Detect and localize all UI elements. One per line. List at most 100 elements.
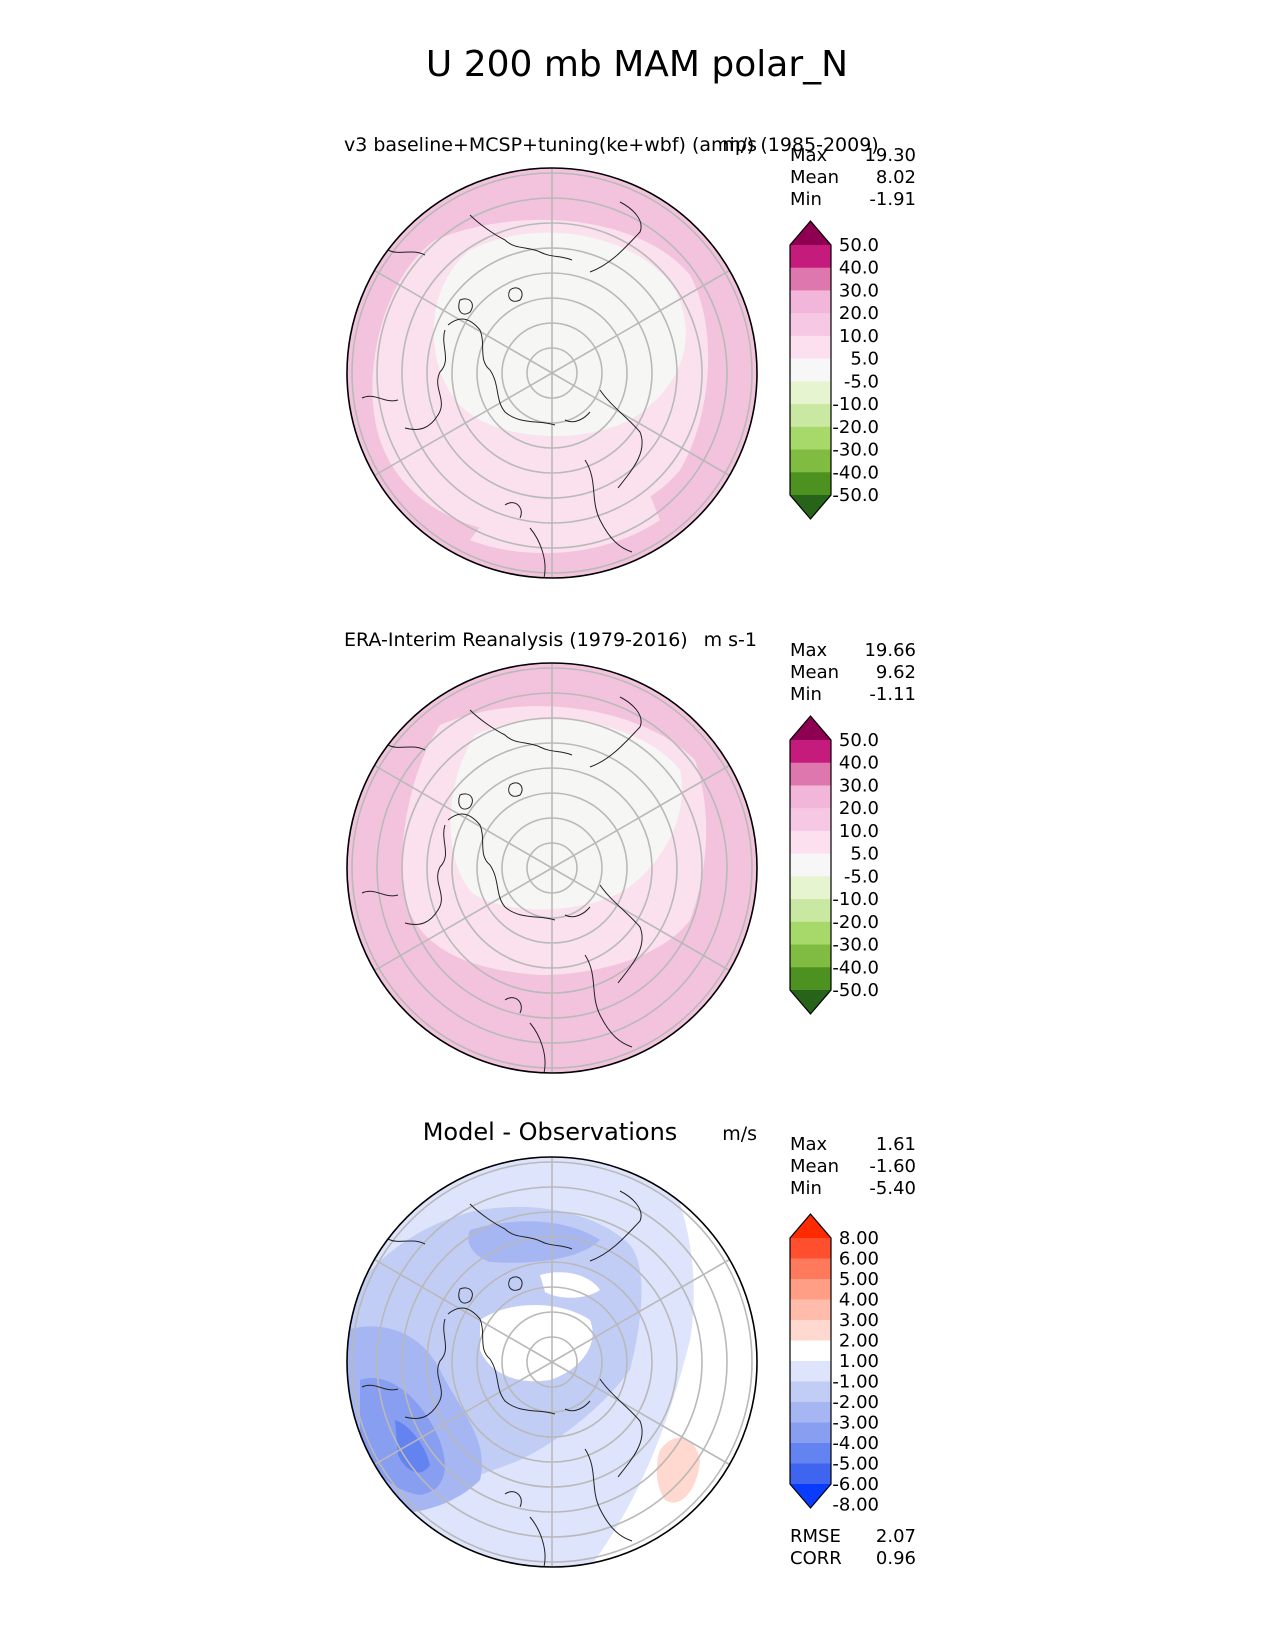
- panel-units: m/s: [722, 1123, 757, 1145]
- stat-value: 1.61: [876, 1134, 916, 1155]
- colorbar-tick-label: -6.00: [832, 1474, 879, 1495]
- contour-5-10: [470, 470, 660, 554]
- panel-title: ERA-Interim Reanalysis (1979-2016): [344, 629, 688, 651]
- figure-title: U 200 mb MAM polar_N: [426, 44, 848, 85]
- stat-value: 9.62: [876, 662, 916, 683]
- stat-value: -5.40: [869, 1178, 916, 1199]
- colorbar: 50.040.030.020.010.05.0-5.0-10.0-20.0-30…: [789, 715, 879, 1015]
- colorbar-tick-label: -40.0: [832, 957, 879, 978]
- panel-title: v3 baseline+MCSP+tuning(ke+wbf) (amip) (…: [344, 134, 879, 156]
- colorbar-segment: [790, 267, 831, 291]
- colorbar-tick-label: -5.0: [844, 866, 879, 887]
- colorbar-outline: [789, 1213, 832, 1509]
- stat-label: Max: [790, 145, 828, 166]
- colorbar-segment: [790, 381, 831, 405]
- colorbar-tick-label: -20.0: [832, 417, 879, 438]
- colorbar-tick-label: 10.0: [839, 326, 879, 347]
- colorbar-tick-label: 10.0: [839, 821, 879, 842]
- map-border: [346, 167, 758, 579]
- coastlines: [361, 1190, 643, 1567]
- colorbar-tick-label: -50.0: [832, 980, 879, 1001]
- colorbar-segment: [790, 1463, 831, 1485]
- colorbar-tick-label: 20.0: [839, 798, 879, 819]
- contour-neg1-1: [540, 1272, 600, 1298]
- stat-value: 8.02: [876, 167, 916, 188]
- colorbar-tick-label: 6.00: [839, 1249, 879, 1270]
- map-border: [346, 662, 758, 1074]
- contour-neg5-5: [450, 719, 682, 910]
- colorbar-segment: [790, 313, 831, 337]
- panel-model: v3 baseline+MCSP+tuning(ke+wbf) (amip) (…: [344, 134, 916, 579]
- colorbar-tick-label: 2.00: [839, 1331, 879, 1352]
- colorbar-tick-label: 30.0: [839, 280, 879, 301]
- panel-units: m s-1: [704, 629, 757, 651]
- stats-block: Max 1.61 Mean -1.60 Min -5.40: [790, 1134, 916, 1199]
- metrics-block: RMSE 2.07 CORR 0.96: [790, 1526, 916, 1569]
- colorbar-segment: [790, 830, 831, 855]
- colorbar-extend-max: [790, 221, 831, 245]
- stat-label: Min: [790, 684, 822, 705]
- stat-value: 19.30: [864, 145, 916, 166]
- colorbar-segment: [790, 1422, 831, 1444]
- colorbar-tick-label: -5.0: [844, 371, 879, 392]
- colorbar-segment: [790, 1340, 831, 1362]
- colorbar-segment: [790, 740, 831, 764]
- colorbar-tick-label: -10.0: [832, 394, 879, 415]
- colorbar-segment: [790, 245, 831, 269]
- colorbar-tick-label: -2.00: [832, 1392, 879, 1413]
- colorbar-segment: [790, 1258, 831, 1280]
- colorbar-tick-label: -30.0: [832, 935, 879, 956]
- stat-label: Max: [790, 1134, 828, 1155]
- colorbar-segment: [790, 762, 831, 786]
- colorbar-tick-label: 1.00: [839, 1351, 879, 1372]
- coastlines: [361, 201, 643, 578]
- colorbar-segment: [790, 1238, 831, 1259]
- colorbar-tick-label: -1.00: [832, 1372, 879, 1393]
- colorbar-segment: [790, 358, 831, 382]
- panel-units: m/s: [722, 134, 757, 156]
- stat-label: Max: [790, 640, 828, 661]
- colorbar-segment: [790, 335, 831, 360]
- panel-difference: Model - Observations m/s: [346, 1118, 916, 1569]
- colorbar-segment: [790, 1279, 831, 1300]
- panel-observations: ERA-Interim Reanalysis (1979-2016) m s-1: [344, 629, 916, 1074]
- colorbar-tick-label: 20.0: [839, 303, 879, 324]
- colorbar-segment: [790, 1299, 831, 1321]
- colorbar-tick-label: -20.0: [832, 912, 879, 933]
- contour-neg3-neg4: [468, 1221, 600, 1263]
- colorbar-extend-max: [790, 1214, 831, 1238]
- colorbar-segment: [790, 1381, 831, 1403]
- colorbar-segment: [790, 808, 831, 832]
- metric-label: RMSE: [790, 1526, 841, 1547]
- colorbar-segment: [790, 1361, 831, 1382]
- panel-title: Model - Observations: [423, 1118, 678, 1146]
- stats-block: Max 19.30 Mean 8.02 Min -1.91: [790, 145, 916, 210]
- colorbar-segment: [790, 876, 831, 900]
- colorbar-outline: [789, 715, 832, 1015]
- colorbar-tick-label: 5.0: [850, 349, 879, 370]
- colorbar-tick-label: -4.00: [832, 1433, 879, 1454]
- colorbar-segment: [790, 1320, 831, 1341]
- colorbar-segment: [790, 1443, 831, 1464]
- colorbar-tick-label: 40.0: [839, 258, 879, 279]
- stat-label: Min: [790, 1178, 822, 1199]
- colorbar-segment: [790, 449, 831, 473]
- colorbar-tick-label: 3.00: [839, 1310, 879, 1331]
- colorbar-extend-min: [790, 495, 831, 519]
- colorbar-outline: [789, 220, 832, 520]
- colorbar-extend-min: [790, 990, 831, 1014]
- colorbar-segment: [790, 1402, 831, 1423]
- colorbar-tick-label: 30.0: [839, 775, 879, 796]
- colorbar-tick-label: 5.00: [839, 1269, 879, 1290]
- stat-label: Min: [790, 189, 822, 210]
- colorbar-tick-label: 40.0: [839, 753, 879, 774]
- colorbar-tick-label: -10.0: [832, 889, 879, 910]
- colorbar: 8.006.005.004.003.002.001.00-1.00-2.00-3…: [789, 1213, 879, 1516]
- colorbar-tick-label: -3.00: [832, 1413, 879, 1434]
- map-field: [347, 663, 757, 1073]
- colorbar-tick-label: -30.0: [832, 440, 879, 461]
- colorbar-tick-label: -8.00: [832, 1495, 879, 1516]
- colorbar-extend-max: [790, 716, 831, 740]
- colorbar-tick-label: 50.0: [839, 730, 879, 751]
